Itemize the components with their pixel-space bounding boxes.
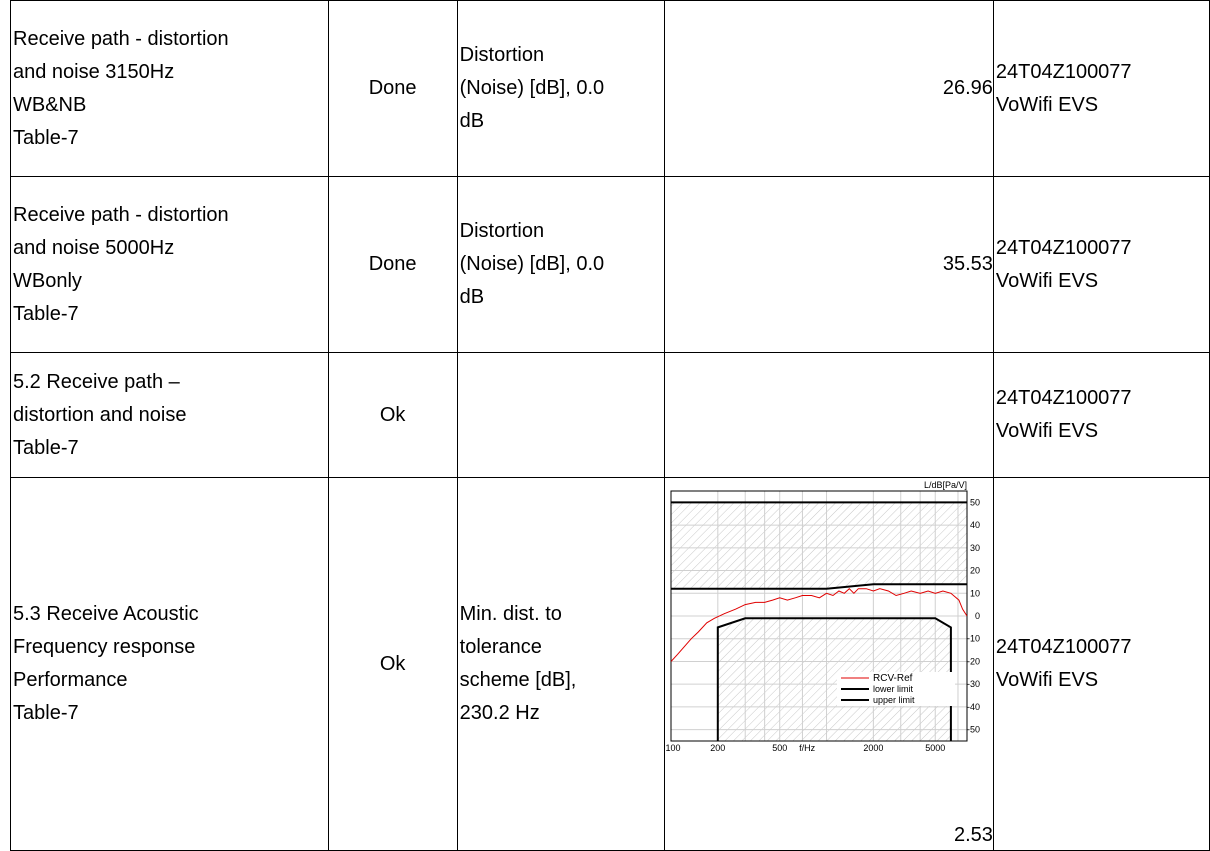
value-cell [664, 352, 994, 478]
result-value: 2.53 [953, 824, 993, 846]
test-name-line: distortion and noise [13, 403, 187, 426]
result-value: 35.53 [942, 253, 993, 275]
legend-label: upper limit [873, 695, 915, 705]
test-name-cell: Receive path - distortion and noise 3150… [10, 0, 329, 177]
table-row: Receive path - distortion and noise 5000… [10, 176, 1210, 353]
test-name-line: Receive path - distortion [13, 203, 229, 226]
measurement-line: tolerance [459, 636, 542, 658]
device-line: VoWifi EVS [995, 669, 1099, 691]
status-cell: Done [327, 176, 458, 353]
test-name-line: WB&NB [13, 93, 87, 116]
test-name-cell: Receive path - distortion and noise 5000… [10, 176, 329, 353]
test-name-line: Receive path - distortion [13, 27, 229, 50]
x-tick-label: 500 [772, 743, 787, 753]
measurement-line: (Noise) [dB], 0.0 [459, 253, 605, 275]
test-name-line: Table-7 [13, 126, 79, 149]
device-line: 24T04Z100077 [995, 236, 1132, 259]
measurement-line: (Noise) [dB], 0.0 [459, 77, 605, 99]
device-line: VoWifi EVS [995, 420, 1099, 442]
test-results-table: Receive path - distortion and noise 3150… [10, 0, 1210, 851]
status-cell: Done [327, 0, 458, 177]
table-row: Receive path - distortion and noise 3150… [10, 0, 1210, 177]
status-cell: Ok [327, 477, 458, 851]
measurement-cell: Distortion (Noise) [dB], 0.0 dB [456, 176, 666, 353]
value-cell: 26.96 [664, 0, 994, 177]
test-name-line: Frequency response [13, 636, 196, 658]
measurement-line: Distortion [459, 220, 545, 242]
measurement-line: 230.2 Hz [459, 702, 540, 724]
y-tick-label: -30 [967, 679, 980, 689]
x-tick-label: 100 [666, 743, 681, 753]
y-tick-label: 10 [970, 588, 980, 598]
test-name-line: and noise 3150Hz [13, 60, 175, 83]
test-name-line: 5.3 Receive Acoustic [13, 603, 199, 625]
measurement-line: scheme [dB], [459, 669, 577, 691]
device-line: 24T04Z100077 [995, 636, 1132, 658]
x-tick-label: 200 [711, 743, 726, 753]
test-name-line: Table-7 [13, 436, 79, 459]
measurement-line: dB [459, 110, 485, 132]
result-value: 26.96 [942, 77, 993, 99]
measurement-cell: Min. dist. to tolerance scheme [dB], 230… [456, 477, 666, 851]
test-name-line: and noise 5000Hz [13, 236, 175, 259]
device-cell: 24T04Z100077 VoWifi EVS [992, 477, 1210, 851]
series-line-lower-limit [717, 617, 953, 741]
y-tick-label: 20 [970, 566, 980, 576]
device-line: 24T04Z100077 [995, 387, 1132, 409]
measurement-line: Min. dist. to [459, 603, 562, 625]
y-tick-label: 0 [975, 611, 980, 621]
y-tick-label: -50 [967, 725, 980, 735]
test-name-line: Table-7 [13, 702, 79, 724]
device-line: VoWifi EVS [995, 269, 1099, 292]
measurement-cell: Distortion (Noise) [dB], 0.0 dB [456, 0, 666, 177]
x-tick-label: 2000 [864, 743, 884, 753]
measurement-line: Distortion [459, 44, 545, 66]
test-name-line: 5.2 Receive path – [13, 370, 180, 393]
table-row: 5.3 Receive Acoustic Frequency response … [10, 477, 1210, 851]
test-name-line: Performance [13, 669, 128, 691]
measurement-cell [456, 352, 666, 478]
y-tick-label: 40 [970, 520, 980, 530]
table-row: 5.2 Receive path – distortion and noise … [10, 352, 1210, 478]
y-tick-label: -40 [967, 702, 980, 712]
y-tick-label: 30 [970, 543, 980, 553]
y-tick-label: -20 [967, 656, 980, 666]
series-line-upper-limit [671, 583, 968, 590]
test-name-cell: 5.3 Receive Acoustic Frequency response … [10, 477, 329, 851]
device-line: 24T04Z100077 [995, 60, 1132, 83]
y-axis-label: L/dB[Pa/V] [924, 480, 967, 490]
test-name-line: WBonly [13, 269, 82, 292]
chart-cell: 50 40 30 20 10 0 -10 -20 -30 -40 -50 L/dB[Pa/V] 100 2… [664, 477, 994, 851]
device-line: VoWifi EVS [995, 93, 1099, 116]
series-line-rcv-ref [671, 588, 968, 662]
test-name-cell: 5.2 Receive path – distortion and noise … [10, 352, 329, 478]
lower-forbidden-region [718, 618, 952, 741]
device-cell: 24T04Z100077 VoWifi EVS [992, 176, 1210, 353]
legend-label: lower limit [873, 684, 914, 694]
x-tick-label: 5000 [925, 743, 945, 753]
upper-forbidden-region [671, 502, 968, 589]
device-cell: 24T04Z100077 VoWifi EVS [992, 352, 1210, 478]
status-cell: Ok [327, 352, 458, 478]
measurement-line: dB [459, 286, 485, 308]
x-axis-label: f/Hz [799, 743, 816, 753]
device-cell: 24T04Z100077 VoWifi EVS [992, 0, 1210, 177]
y-tick-label: 50 [970, 497, 980, 507]
value-cell: 35.53 [664, 176, 994, 353]
legend-label: RCV-Ref [873, 673, 913, 684]
y-tick-label: -10 [967, 634, 980, 644]
test-name-line: Table-7 [13, 302, 79, 325]
